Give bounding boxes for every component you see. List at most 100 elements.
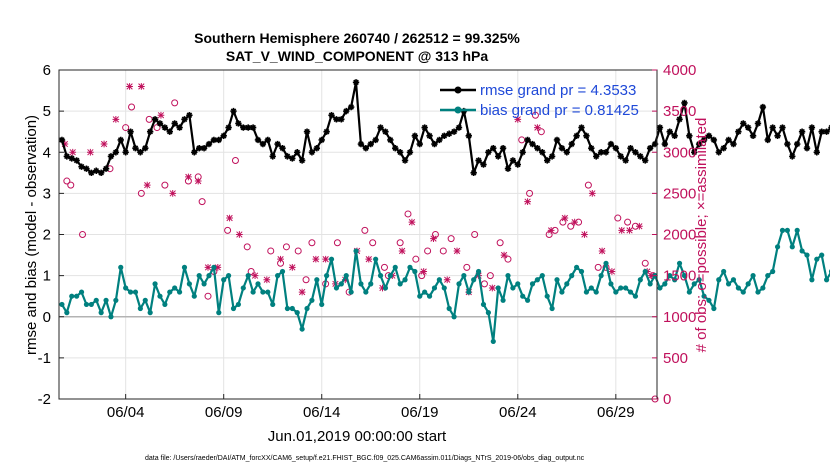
bias-point bbox=[353, 248, 359, 254]
obs-assimilated-marker bbox=[263, 276, 271, 284]
x-tick-label: 06/29 bbox=[597, 404, 635, 421]
obs-possible-marker bbox=[431, 231, 439, 238]
bias-point bbox=[505, 273, 511, 279]
rmse-point bbox=[710, 136, 718, 144]
bias-point bbox=[373, 256, 379, 262]
bias-point bbox=[559, 289, 565, 295]
rmse-point bbox=[352, 79, 360, 86]
rmse-point bbox=[485, 149, 492, 156]
rmse-point bbox=[406, 149, 414, 156]
bias-point bbox=[544, 293, 550, 299]
rmse-point bbox=[573, 132, 580, 139]
bias-point bbox=[221, 277, 227, 283]
rmse-point bbox=[88, 169, 95, 177]
bias-point bbox=[338, 281, 344, 287]
bias-point bbox=[397, 281, 403, 287]
bias-point bbox=[632, 293, 639, 299]
bias-point bbox=[78, 289, 85, 295]
rmse-point bbox=[298, 157, 306, 164]
rmse-point bbox=[259, 140, 267, 148]
bias-point bbox=[711, 305, 717, 312]
obs-possible-marker bbox=[614, 214, 622, 222]
rmse-point bbox=[166, 128, 173, 135]
bias-point bbox=[59, 301, 65, 308]
rmse-point bbox=[509, 157, 517, 164]
bias-point bbox=[235, 301, 241, 308]
bias-point bbox=[745, 281, 751, 287]
rmse-point bbox=[289, 155, 296, 162]
rmse-point bbox=[588, 144, 595, 152]
bias-point bbox=[667, 273, 673, 279]
rmse-point bbox=[93, 167, 100, 174]
rmse-point bbox=[392, 144, 399, 152]
bias-point bbox=[578, 268, 585, 275]
rmse-point bbox=[68, 155, 75, 162]
rmse-point bbox=[578, 124, 585, 131]
y-left-tick-label: 3 bbox=[43, 185, 51, 202]
rmse-point bbox=[254, 136, 262, 144]
bias-point bbox=[412, 268, 418, 275]
bias-point bbox=[333, 285, 340, 291]
rmse-point bbox=[416, 140, 423, 148]
bias-point bbox=[804, 252, 810, 258]
bias-point bbox=[270, 301, 276, 308]
rmse-point bbox=[137, 149, 144, 156]
obs-assimilated-marker bbox=[408, 218, 416, 226]
chart-title-line-2: SAT_V_WIND_COMPONENT @ 313 hPa bbox=[226, 48, 489, 64]
obs-assimilated-marker bbox=[185, 173, 192, 181]
rmse-point bbox=[328, 112, 335, 119]
y-left-tick-label: -1 bbox=[38, 350, 51, 367]
rmse-point bbox=[553, 136, 561, 144]
y-right-tick-label: 2000 bbox=[663, 227, 696, 244]
obs-possible-marker bbox=[369, 239, 377, 247]
rmse-point bbox=[431, 140, 438, 148]
rmse-point bbox=[279, 144, 286, 152]
bias-point bbox=[407, 264, 413, 270]
bias-point bbox=[328, 256, 335, 262]
obs-assimilated-marker bbox=[453, 247, 461, 255]
bias-point bbox=[284, 305, 291, 312]
bias-point bbox=[167, 289, 173, 295]
bias-point bbox=[83, 301, 90, 308]
bias-point bbox=[103, 297, 109, 303]
bias-point bbox=[304, 305, 310, 312]
bias-point bbox=[735, 285, 741, 291]
rmse-point bbox=[372, 136, 379, 144]
bias-point bbox=[823, 277, 830, 283]
obs-possible-marker bbox=[137, 189, 145, 197]
obs-assimilated-marker bbox=[547, 227, 555, 234]
bias-point bbox=[382, 285, 389, 291]
rmse-point bbox=[107, 153, 115, 160]
rmse-point bbox=[396, 149, 404, 156]
rmse-point bbox=[784, 140, 791, 148]
y-left-tick-label: 2 bbox=[43, 227, 51, 244]
x-axis: 06/04 06/09 06/14 06/19 06/24 06/29 bbox=[107, 394, 635, 421]
rmse-point bbox=[181, 116, 188, 123]
bias-point bbox=[358, 281, 364, 287]
rmse-point bbox=[789, 153, 796, 160]
obs-possible-marker bbox=[418, 272, 426, 280]
bias-point bbox=[157, 293, 163, 299]
bias-point bbox=[524, 297, 531, 303]
rmse-point bbox=[504, 165, 512, 172]
obs-possible-marker bbox=[224, 226, 232, 234]
obs-possible-marker bbox=[198, 198, 206, 206]
obs-possible-marker bbox=[404, 210, 412, 218]
bias-point bbox=[147, 310, 153, 316]
rmse-point bbox=[318, 136, 325, 144]
bias-point bbox=[627, 289, 634, 295]
bias-point bbox=[422, 289, 428, 295]
obs-possible-marker bbox=[79, 231, 87, 238]
rmse-point bbox=[813, 149, 820, 156]
obs-assimilated-marker bbox=[598, 247, 606, 255]
obs-assimilated-marker bbox=[322, 255, 330, 263]
rmse-point bbox=[112, 149, 120, 156]
rmse-point bbox=[735, 128, 742, 135]
rmse-point bbox=[715, 149, 722, 156]
bias-point bbox=[88, 301, 94, 308]
rmse-point bbox=[441, 132, 448, 139]
obs-possible-marker bbox=[584, 181, 592, 189]
data-file-footer: data file: /Users/raeder/DAI/ATM_forcXX/… bbox=[145, 455, 585, 462]
obs-possible-marker bbox=[361, 226, 369, 234]
